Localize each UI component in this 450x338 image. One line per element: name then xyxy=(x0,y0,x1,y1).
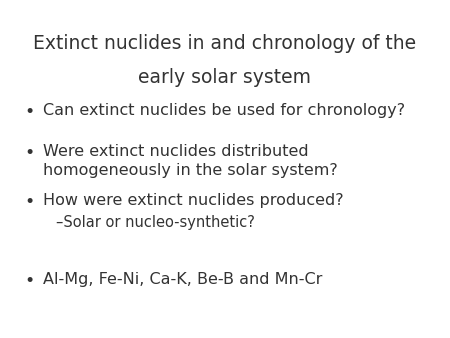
Text: Extinct nuclides in and chronology of the: Extinct nuclides in and chronology of th… xyxy=(33,34,417,53)
Text: How were extinct nuclides produced?: How were extinct nuclides produced? xyxy=(43,193,343,208)
Text: early solar system: early solar system xyxy=(139,68,311,87)
Text: –Solar or nucleo-synthetic?: –Solar or nucleo-synthetic? xyxy=(56,215,255,230)
Text: •: • xyxy=(25,193,35,211)
Text: Can extinct nuclides be used for chronology?: Can extinct nuclides be used for chronol… xyxy=(43,103,405,118)
Text: •: • xyxy=(25,272,35,290)
Text: •: • xyxy=(25,144,35,162)
Text: Were extinct nuclides distributed
homogeneously in the solar system?: Were extinct nuclides distributed homoge… xyxy=(43,144,338,178)
Text: •: • xyxy=(25,103,35,121)
Text: Al-Mg, Fe-Ni, Ca-K, Be-B and Mn-Cr: Al-Mg, Fe-Ni, Ca-K, Be-B and Mn-Cr xyxy=(43,272,322,287)
